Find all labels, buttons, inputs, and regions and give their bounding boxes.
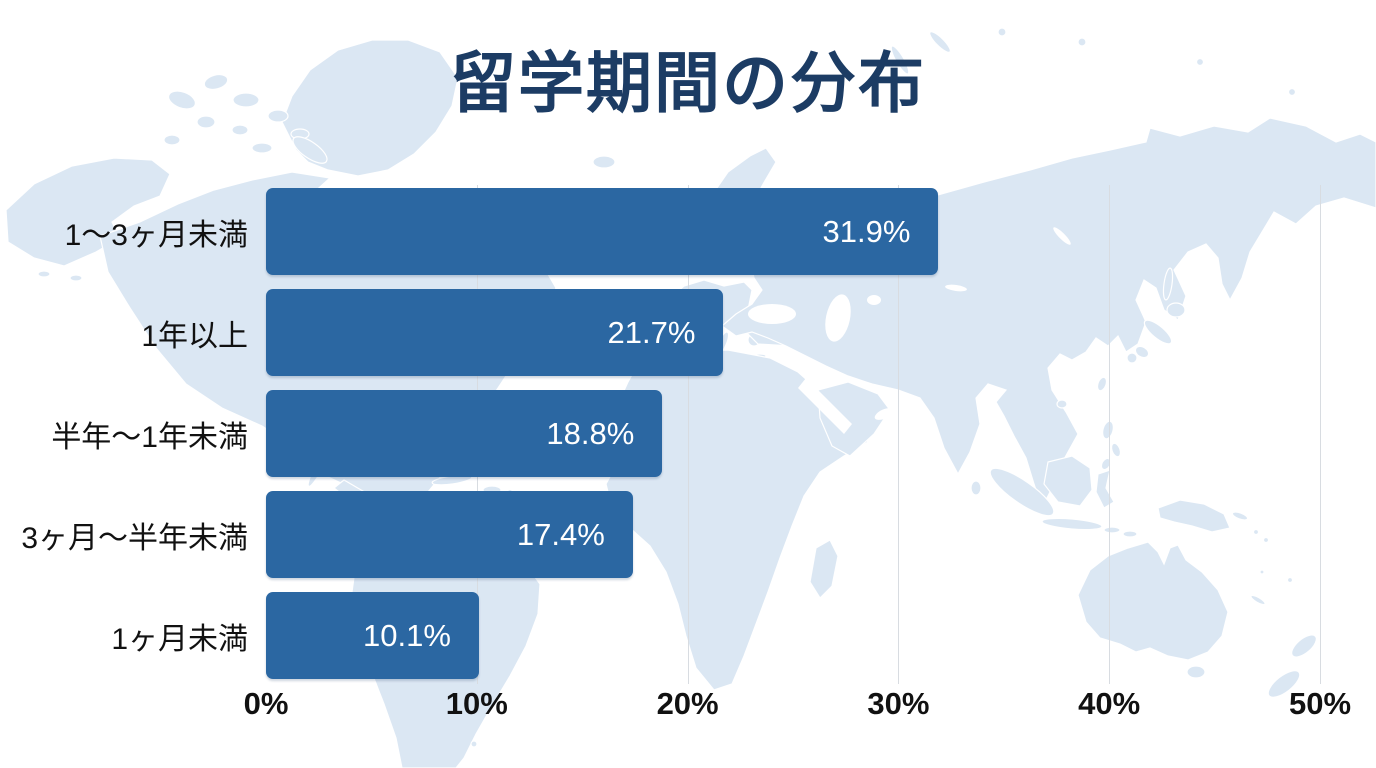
bar-row: 1〜3ヶ月未満 31.9% bbox=[0, 188, 1320, 275]
x-axis-tick-label: 40% bbox=[1078, 686, 1141, 721]
map-japan-hokkaido bbox=[1166, 302, 1186, 318]
bar: 31.9% bbox=[266, 188, 939, 275]
x-axis: 0% 10% 20% 30% 40% 50% bbox=[244, 686, 1351, 730]
map-new-guinea bbox=[1157, 499, 1231, 533]
gridline bbox=[1109, 185, 1111, 684]
bar: 18.8% bbox=[266, 390, 663, 477]
category-label: 1年以上 bbox=[141, 319, 248, 353]
category-label: 1ヶ月未満 bbox=[111, 622, 248, 656]
bar-row: 半年〜1年未満 18.8% bbox=[0, 390, 1320, 477]
bar-row: 3ヶ月〜半年未満 17.4% bbox=[0, 491, 1320, 578]
map-java bbox=[1041, 517, 1103, 531]
bar-row: 1ヶ月未満 10.1% bbox=[0, 592, 1320, 679]
bar-value-label: 21.7% bbox=[607, 314, 696, 350]
x-axis-tick-label: 50% bbox=[1288, 686, 1352, 721]
map-australia bbox=[1077, 541, 1229, 661]
bar-track: 21.7% bbox=[266, 289, 1320, 376]
bar-value-label: 10.1% bbox=[363, 617, 451, 653]
bar: 17.4% bbox=[266, 491, 633, 578]
map-caspian-sea bbox=[825, 294, 851, 342]
bar-value-label: 17.4% bbox=[516, 516, 605, 552]
map-persian-gulf bbox=[874, 408, 894, 420]
map-new-zealand-south bbox=[1267, 670, 1301, 698]
map-arabia bbox=[817, 381, 891, 457]
map-sumatra bbox=[989, 467, 1055, 517]
gridline bbox=[1320, 185, 1321, 684]
bar-track: 10.1% bbox=[266, 592, 1320, 679]
map-new-zealand-north bbox=[1291, 634, 1317, 658]
bar-track: 17.4% bbox=[266, 491, 1320, 578]
bar-chart: 1〜3ヶ月未満 31.9% 1年以上 21.7% 半年〜1年未満 18.8% 3ヶ月〜半年未… bbox=[0, 188, 1320, 693]
map-alaska bbox=[5, 157, 171, 267]
chart-title: 留学期間の分布 bbox=[450, 46, 926, 120]
bar-track: 31.9% bbox=[266, 188, 1320, 275]
category-label: 3ヶ月〜半年未満 bbox=[21, 521, 248, 555]
bar-value-label: 18.8% bbox=[546, 415, 635, 451]
category-label: 半年〜1年未満 bbox=[51, 420, 248, 454]
bar: 10.1% bbox=[266, 592, 479, 679]
x-axis-tick-label: 20% bbox=[656, 686, 719, 721]
bar-row: 1年以上 21.7% bbox=[0, 289, 1320, 376]
bar-track: 18.8% bbox=[266, 390, 1320, 477]
x-axis-tick-label: 0% bbox=[243, 686, 289, 721]
map-borneo bbox=[1043, 455, 1093, 507]
map-greenland bbox=[281, 39, 459, 177]
gridline bbox=[898, 185, 900, 684]
map-sakhalin bbox=[1162, 267, 1174, 301]
bar-value-label: 31.9% bbox=[822, 213, 911, 249]
map-tasmania bbox=[1186, 665, 1206, 679]
map-japan-honshu bbox=[1143, 319, 1173, 345]
category-label: 1〜3ヶ月未満 bbox=[64, 218, 248, 252]
x-axis-tick-label: 10% bbox=[445, 686, 508, 721]
gridline bbox=[687, 185, 689, 684]
bar: 21.7% bbox=[266, 289, 724, 376]
map-red-sea bbox=[798, 378, 852, 434]
x-axis-tick-label: 30% bbox=[867, 686, 930, 721]
map-madagascar bbox=[809, 539, 839, 599]
map-black-sea bbox=[748, 304, 796, 324]
